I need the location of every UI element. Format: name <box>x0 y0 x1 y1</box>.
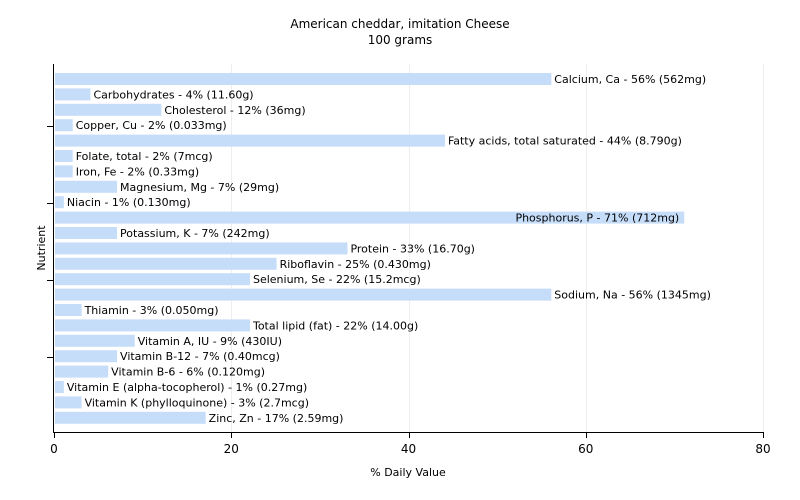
bar-label: Vitamin A, IU - 9% (430IU) <box>138 335 282 348</box>
bar-label: Copper, Cu - 2% (0.033mg) <box>76 119 227 132</box>
bar <box>55 211 685 224</box>
bar-label: Protein - 33% (16.70g) <box>350 242 475 255</box>
bar <box>55 180 118 193</box>
x-tick-label: 40 <box>401 442 416 456</box>
chart-subtitle: 100 grams <box>368 33 433 47</box>
bar <box>55 273 250 286</box>
x-tick-label: 60 <box>578 442 593 456</box>
bar <box>55 319 250 332</box>
bar <box>55 150 73 162</box>
bar-label: Sodium, Na - 56% (1345mg) <box>554 289 711 302</box>
bar-label: Potassium, K - 7% (242mg) <box>120 227 270 240</box>
bar-label: Vitamin B-6 - 6% (0.120mg) <box>111 366 265 379</box>
bar <box>55 411 206 424</box>
bar-label: Zinc, Zn - 17% (2.59mg) <box>209 412 344 425</box>
bar-label: Vitamin E (alpha-tocopherol) - 1% (0.27m… <box>67 381 307 394</box>
bar <box>55 396 82 409</box>
bar <box>55 103 162 116</box>
x-axis-label: % Daily Value <box>370 466 446 479</box>
bar <box>55 73 552 85</box>
bar-label: Fatty acids, total saturated - 44% (8.79… <box>448 135 682 148</box>
bar-label: Vitamin K (phylloquinone) - 3% (2.7mcg) <box>85 396 309 409</box>
y-axis-label: Nutrient <box>35 225 48 271</box>
x-tick-label: 80 <box>755 442 770 456</box>
bar <box>55 304 82 316</box>
bar-label: Cholesterol - 12% (36mg) <box>164 104 305 117</box>
bar <box>55 165 73 178</box>
bar <box>55 134 445 147</box>
bar <box>55 350 118 363</box>
bar-label: Vitamin B-12 - 7% (0.40mcg) <box>120 350 280 363</box>
bar <box>55 257 277 270</box>
bar-label: Thiamin - 3% (0.050mg) <box>84 304 219 317</box>
bar-label: Magnesium, Mg - 7% (29mg) <box>120 181 279 194</box>
x-tick-label: 20 <box>224 442 239 456</box>
bars <box>55 73 685 424</box>
bar <box>55 242 348 255</box>
bar-label: Folate, total - 2% (7mcg) <box>76 150 213 163</box>
bar <box>55 227 118 239</box>
axes <box>47 64 763 433</box>
bar-label: Selenium, Se - 22% (15.2mcg) <box>253 273 421 286</box>
bar <box>55 365 109 378</box>
bar-label: Riboflavin - 25% (0.430mg) <box>280 258 431 271</box>
bar-label: Iron, Fe - 2% (0.33mg) <box>76 165 199 178</box>
bar <box>55 334 135 347</box>
bar-label: Phosphorus, P - 71% (712mg) <box>515 212 679 225</box>
bar <box>55 381 64 393</box>
x-tick-label: 0 <box>50 442 58 456</box>
chart-title: American cheddar, imitation Cheese <box>290 17 509 31</box>
bar-label: Calcium, Ca - 56% (562mg) <box>554 73 706 86</box>
bar-label: Total lipid (fat) - 22% (14.00g) <box>252 319 418 332</box>
bar-labels: Calcium, Ca - 56% (562mg) Carbohydrates -… <box>67 73 711 425</box>
bar <box>55 119 73 132</box>
bar <box>55 288 552 301</box>
x-axis-ticks: 0 20 40 60 80 <box>50 432 771 456</box>
bar-label: Carbohydrates - 4% (11.60g) <box>93 88 253 101</box>
bar <box>55 196 64 209</box>
bar-label: Niacin - 1% (0.130mg) <box>67 196 191 209</box>
bar <box>55 88 91 101</box>
